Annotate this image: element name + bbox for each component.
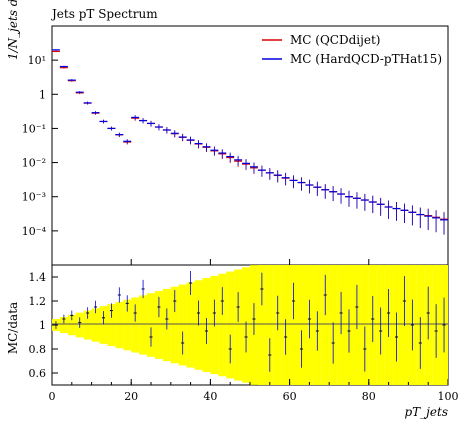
ratio-band-bin — [115, 301, 124, 349]
x-tick-label: 80 — [362, 390, 376, 403]
ratio-y-axis-label: MC/data — [6, 302, 20, 354]
ratio-band-bin — [147, 293, 155, 357]
ratio-tick-label: 1.4 — [29, 271, 47, 284]
x-tick-label: 100 — [438, 390, 459, 403]
legend-label-qcd: MC (QCDdijet) — [290, 33, 380, 47]
ratio-band-bin — [83, 310, 92, 340]
ratio-band-bin — [234, 269, 243, 381]
ratio-band-bin — [107, 304, 116, 346]
legend-label-hardqcd: MC (HardQCD-pTHat15) — [290, 52, 442, 66]
ratio-band-bin — [170, 286, 179, 364]
ratio-series-marks — [54, 271, 446, 372]
ratio-tick-label: 1 — [39, 319, 46, 332]
ratio-band-bin — [265, 265, 274, 385]
ratio-band-bin — [131, 297, 140, 353]
ratio-band-bin — [67, 314, 76, 336]
x-axis-label: pT_jets — [405, 405, 449, 419]
y-tick-label: 10⁻¹ — [22, 122, 46, 135]
y-tick-label: 10⁻⁴ — [22, 225, 47, 238]
ratio-band-bin — [123, 299, 132, 351]
ratio-band-bin — [321, 265, 330, 385]
ratio-band-bin — [99, 306, 108, 344]
ratio-band-bin — [59, 316, 68, 334]
y-tick-label: 10¹ — [28, 54, 46, 67]
ratio-band-bin — [154, 291, 163, 359]
ratio-tick-label: 0.8 — [29, 343, 47, 356]
ratio-band-bin — [178, 284, 187, 366]
ratio-band-bin — [360, 265, 369, 385]
y-tick-label: 10⁻² — [22, 157, 46, 170]
ratio-tick-label: 1.2 — [29, 295, 47, 308]
ratio-band-bin — [226, 271, 235, 379]
ratio-tick-label: 0.6 — [29, 367, 47, 380]
ratio-band-bin — [91, 308, 100, 342]
main-series-marks — [52, 49, 448, 235]
y-tick-label: 10⁻³ — [22, 191, 46, 204]
axes: 0 20 40 60 80 100 10¹ 1 10⁻¹ 10⁻² 10⁻³ 10⁻⁴ 0.6 0.8 1 1… — [22, 54, 459, 403]
ratio-band-bin — [297, 265, 306, 385]
ratio-band-bin — [139, 295, 148, 355]
legend: MC (QCDdijet) MC (HardQCD-pTHat15) — [262, 33, 442, 66]
x-tick-label: 40 — [203, 390, 217, 403]
y-axis-label: 1/N_jets dN/dpT — [6, 0, 20, 60]
x-tick-label: 60 — [283, 390, 297, 403]
y-tick-label: 1 — [39, 88, 46, 101]
x-tick-label: 20 — [124, 390, 138, 403]
ratio-band-bin — [186, 282, 195, 368]
chart-title: Jets pT Spectrum — [50, 7, 158, 21]
ratio-band-bin — [218, 273, 227, 377]
ratio-band-bin — [289, 265, 298, 385]
ratio-band-bin — [257, 265, 266, 385]
x-tick-label: 0 — [49, 390, 56, 403]
